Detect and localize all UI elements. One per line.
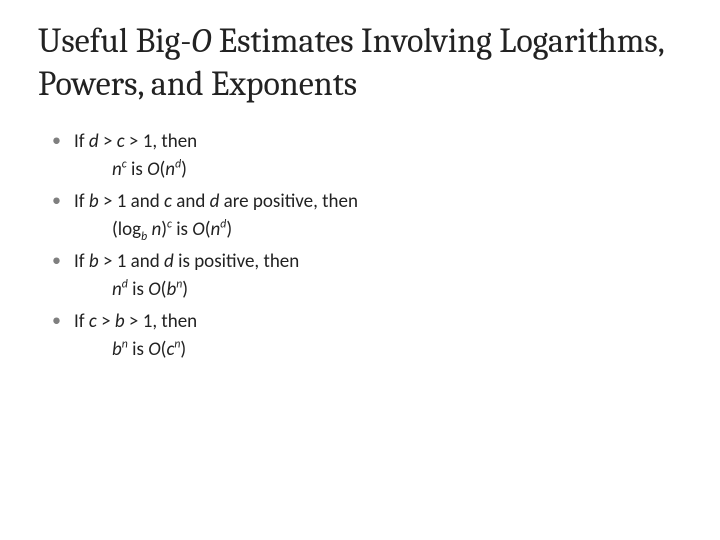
b4-res-is: is	[128, 338, 148, 361]
b3-res-O: O	[148, 278, 160, 301]
b3-res-n1: n	[112, 278, 122, 301]
b4-gt2: >	[125, 310, 143, 333]
b3-if: If	[74, 250, 89, 273]
b2-res-is: is	[172, 218, 192, 241]
b2-c: c	[164, 190, 172, 213]
bullet-2: If b > 1 and c and d are positive, then …	[52, 187, 682, 245]
b4-if: If	[74, 310, 89, 333]
b4-result: bn is O(cn)	[74, 336, 682, 365]
b1-res-O: O	[147, 158, 159, 181]
b3-1and: 1 and	[117, 250, 164, 273]
b2-res-n: n	[151, 218, 161, 241]
title-o: O	[191, 21, 211, 61]
b3-res-b2: b	[166, 278, 176, 301]
b1-c: c	[117, 130, 125, 153]
b2-res-close: )	[226, 218, 232, 241]
b3-d: d	[164, 250, 174, 273]
b4-c: c	[89, 310, 97, 333]
slide: Useful Big-O Estimates Involving Logarit…	[0, 0, 720, 540]
bullet-3: If b > 1 and d is positive, then nd is O…	[52, 247, 682, 305]
b4-res-b1: b	[112, 338, 122, 361]
b2-gt: >	[99, 190, 117, 213]
b2-res-log: (log	[112, 218, 141, 241]
b1-res-n2: n	[165, 158, 175, 181]
b1-result: nc is O(nd)	[74, 156, 682, 185]
b1-gt2: >	[125, 130, 143, 153]
b3-post: is positive, then	[174, 250, 299, 273]
b1-res-is: is	[127, 158, 147, 181]
b4-gt1: >	[97, 310, 115, 333]
b1-d: d	[89, 130, 99, 153]
b3-gt: >	[99, 250, 117, 273]
slide-title: Useful Big-O Estimates Involving Logarit…	[38, 20, 682, 105]
bullet-4: If c > b > 1, then bn is O(cn)	[52, 307, 682, 365]
b2-if: If	[74, 190, 89, 213]
b4-then: 1, then	[143, 310, 197, 333]
b4-res-close: )	[180, 338, 186, 361]
title-pre: Useful Big-	[38, 21, 191, 61]
b4-b: b	[115, 310, 125, 333]
b1-then: 1, then	[143, 130, 197, 153]
b3-result: nd is O(bn)	[74, 276, 682, 305]
b2-b: b	[89, 190, 99, 213]
b1-res-close: )	[181, 158, 187, 181]
b3-res-close: )	[182, 278, 188, 301]
b1-gt1: >	[99, 130, 117, 153]
b2-d: d	[210, 190, 220, 213]
b2-result: (logb n)c is O(nd)	[74, 216, 682, 245]
b1-if: If	[74, 130, 89, 153]
b2-res-n2: n	[211, 218, 221, 241]
b2-res-O: O	[192, 218, 204, 241]
bullet-1: If d > c > 1, then nc is O(nd)	[52, 127, 682, 185]
bullet-list: If d > c > 1, then nc is O(nd) If b > 1 …	[38, 127, 682, 365]
b2-and2: and	[172, 190, 210, 213]
b2-post: are positive, then	[219, 190, 358, 213]
b3-b: b	[89, 250, 99, 273]
b1-res-n1: n	[112, 158, 122, 181]
b3-res-is: is	[128, 278, 148, 301]
b4-res-O: O	[148, 338, 160, 361]
b2-1and: 1 and	[117, 190, 164, 213]
